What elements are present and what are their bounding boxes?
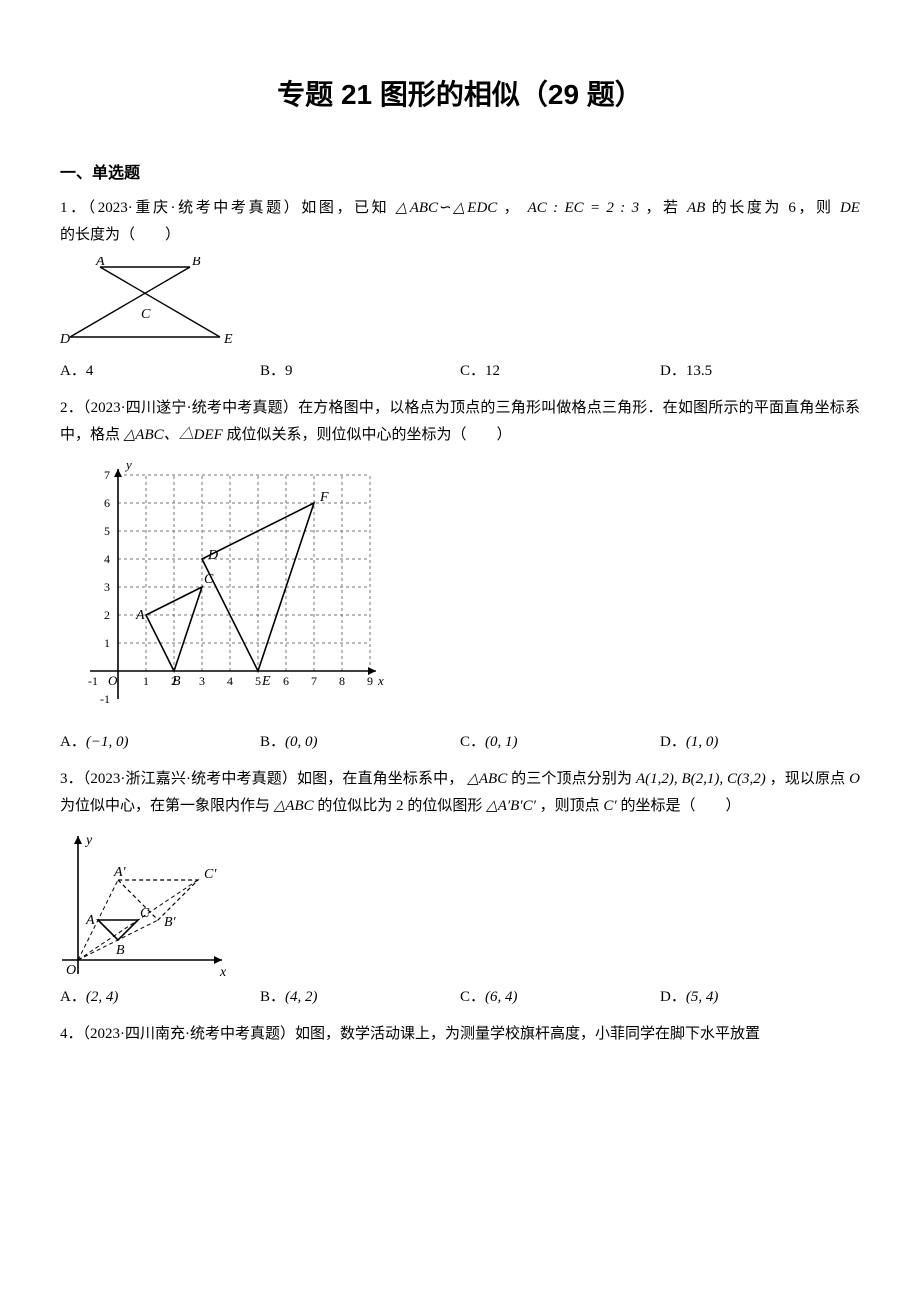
q3-opt-a: A．(2, 4) (60, 984, 260, 1011)
q2-opt-c: C．(0, 1) (460, 729, 660, 756)
svg-text:x: x (219, 965, 227, 978)
svg-text:7: 7 (311, 674, 317, 688)
svg-text:A′: A′ (113, 865, 127, 880)
q3-options: A．(2, 4) B．(4, 2) C．(6, 4) D．(5, 4) (60, 984, 860, 1011)
q3-opt-c: C．(6, 4) (460, 984, 660, 1011)
svg-text:C: C (140, 906, 150, 921)
svg-text:B: B (172, 674, 181, 689)
section-heading: 一、单选题 (60, 160, 860, 189)
svg-text:7: 7 (104, 468, 110, 482)
svg-text:F: F (319, 490, 329, 505)
svg-text:-1: -1 (88, 674, 98, 688)
q3-mid2: ，现以原点 (770, 771, 850, 787)
q3-diagram: Ox y A B C A′ B′ C′ (60, 828, 230, 978)
svg-text:C: C (141, 307, 151, 322)
q1-expr4: DE (840, 200, 860, 216)
q1-options: A．4 B．9 C．12 D．13.5 (60, 358, 860, 385)
svg-text:B: B (192, 257, 201, 269)
q2-options: A．(−1, 0) B．(0, 0) C．(0, 1) D．(1, 0) (60, 729, 860, 756)
svg-text:A: A (95, 257, 105, 269)
svg-text:A: A (135, 608, 145, 623)
q1-text: 1．（2023·重庆·统考中考真题）如图，已知 △ABC∽△EDC ， AC :… (60, 195, 860, 249)
svg-text:C′: C′ (204, 867, 217, 882)
svg-text:6: 6 (283, 674, 289, 688)
svg-text:5: 5 (255, 674, 261, 688)
svg-text:C: C (204, 572, 214, 587)
svg-text:1: 1 (104, 636, 110, 650)
q2-figure: 1234567891234567O-1-1xyABCDEF (60, 457, 860, 723)
svg-text:4: 4 (227, 674, 233, 688)
svg-text:5: 5 (104, 524, 110, 538)
q1-opt-a: A．4 (60, 358, 260, 385)
q3-mid1: 的三个顶点分别为 (511, 771, 636, 787)
svg-text:2: 2 (104, 608, 110, 622)
q3-exprO: O (849, 771, 860, 787)
svg-text:3: 3 (104, 580, 110, 594)
svg-text:D: D (60, 332, 70, 347)
q1-opt-b: B．9 (260, 358, 460, 385)
q3-mid5: ，则顶点 (540, 798, 604, 814)
q2-opt-a: A．(−1, 0) (60, 729, 260, 756)
q2-text: 2．（2023·四川遂宁·统考中考真题）在方格图中，以格点为顶点的三角形叫做格点… (60, 395, 860, 449)
svg-text:D: D (207, 548, 218, 563)
svg-text:6: 6 (104, 496, 110, 510)
q3-text: 3．（2023·浙江嘉兴·统考中考真题）如图，在直角坐标系中， △ABC 的三个… (60, 766, 860, 820)
svg-text:9: 9 (367, 674, 373, 688)
svg-text:y: y (84, 833, 93, 848)
q3-expr2: A(1,2), B(2,1), C(3,2) (636, 771, 766, 787)
svg-text:E: E (261, 674, 271, 689)
svg-text:-1: -1 (100, 692, 110, 706)
svg-text:x: x (377, 673, 384, 688)
q2-grid-chart: 1234567891234567O-1-1xyABCDEF (60, 457, 388, 723)
q3-mid4: 的位似比为 2 的位似图形 (317, 798, 486, 814)
q1-mid1: ， (504, 200, 522, 216)
q2-opt-b: B．(0, 0) (260, 729, 460, 756)
svg-text:y: y (124, 457, 132, 472)
q3-prefix: 3．（2023·浙江嘉兴·统考中考真题）如图，在直角坐标系中， (60, 771, 467, 787)
svg-text:1: 1 (143, 674, 149, 688)
q3-expr4: △A′B′C′ (486, 798, 536, 814)
q1-mid3: 的长度为 6，则 (712, 200, 840, 216)
page-title: 专题 21 图形的相似（29 题） (60, 70, 860, 120)
q3-opt-d: D．(5, 4) (660, 984, 860, 1011)
svg-text:4: 4 (104, 552, 110, 566)
q2-expr1: △ABC、△DEF (124, 427, 223, 443)
q3-tail: 的坐标是（ ） (620, 798, 740, 814)
q1-mid2: ，若 (645, 200, 687, 216)
q2-tail: 成位似关系，则位似中心的坐标为（ ） (227, 427, 512, 443)
svg-text:B: B (116, 943, 125, 958)
svg-text:3: 3 (199, 674, 205, 688)
svg-text:E: E (223, 332, 233, 347)
q1-tail: 的长度为（ ） (60, 227, 180, 243)
q4-text: 4．（2023·四川南充·统考中考真题）如图，数学活动课上，为测量学校旗杆高度，… (60, 1021, 860, 1048)
svg-text:8: 8 (339, 674, 345, 688)
q1-expr3: AB (687, 200, 705, 216)
svg-text:A: A (85, 913, 95, 928)
q3-figure: Ox y A B C A′ B′ C′ (60, 828, 860, 978)
q3-expr5: C′ (603, 798, 616, 814)
svg-text:O: O (66, 963, 76, 978)
svg-text:O: O (108, 673, 118, 688)
q2-opt-d: D．(1, 0) (660, 729, 860, 756)
q3-opt-b: B．(4, 2) (260, 984, 460, 1011)
q1-prefix: 1．（2023·重庆·统考中考真题）如图，已知 (60, 200, 396, 216)
q1-opt-d: D．13.5 (660, 358, 860, 385)
q1-figure: A B C D E (60, 257, 860, 352)
q1-diagram: A B C D E (60, 257, 240, 352)
q1-opt-c: C．12 (460, 358, 660, 385)
svg-text:B′: B′ (164, 915, 177, 930)
q1-expr2: AC : EC = 2 : 3 (528, 200, 640, 216)
q1-expr1: △ABC∽△EDC (396, 200, 498, 216)
q3-mid3: 为位似中心，在第一象限内作与 (60, 798, 274, 814)
q3-expr1: △ABC (467, 771, 507, 787)
q3-expr3: △ABC (274, 798, 314, 814)
